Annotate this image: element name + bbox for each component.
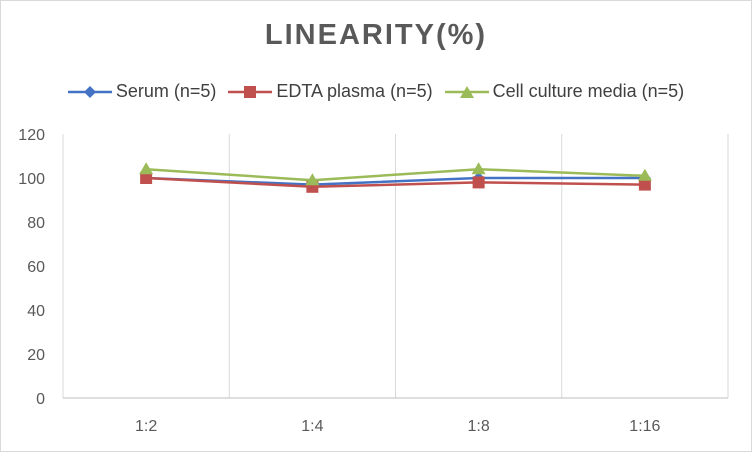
legend: Serum (n=5) EDTA plasma (n=5) Cell cultu… [1, 81, 751, 102]
data-point-edta [638, 178, 651, 191]
data-point-cell-culture [471, 162, 486, 175]
x-tick-label: 1:4 [301, 418, 323, 435]
x-tick-label: 1:8 [468, 418, 490, 435]
legend-item-cell-culture: Cell culture media (n=5) [444, 81, 685, 102]
data-point-edta [140, 172, 153, 184]
y-tick-label: 60 [27, 259, 45, 276]
y-tick-label: 100 [18, 171, 45, 188]
legend-marker-serum [67, 85, 112, 98]
y-tick-label: 80 [27, 215, 45, 232]
y-tick-label: 120 [18, 127, 45, 144]
legend-label-edta: EDTA plasma (n=5) [276, 81, 433, 101]
legend-item-edta: EDTA plasma (n=5) [228, 81, 433, 102]
y-tick-label: 40 [27, 303, 45, 320]
chart-title: LINEARITY(%) [264, 19, 488, 51]
legend-marker-cell-culture [444, 85, 489, 98]
legend-marker-edta [228, 85, 273, 98]
y-tick-label: 0 [36, 391, 45, 408]
series-line-2 [146, 167, 645, 182]
legend-label-cell-culture: Cell culture media (n=5) [492, 81, 685, 101]
legend-item-serum: Serum (n=5) [67, 81, 217, 102]
legend-label-serum: Serum (n=5) [115, 81, 217, 101]
y-tick-label: 20 [27, 347, 45, 364]
series-line-1 [146, 176, 645, 189]
x-tick-label: 1:2 [135, 418, 157, 435]
data-point-cell-culture [139, 162, 154, 175]
x-tick-label: 1:16 [629, 418, 660, 435]
data-point-cell-culture [637, 168, 652, 181]
data-point-edta [472, 176, 485, 189]
data-point-cell-culture [305, 173, 320, 186]
